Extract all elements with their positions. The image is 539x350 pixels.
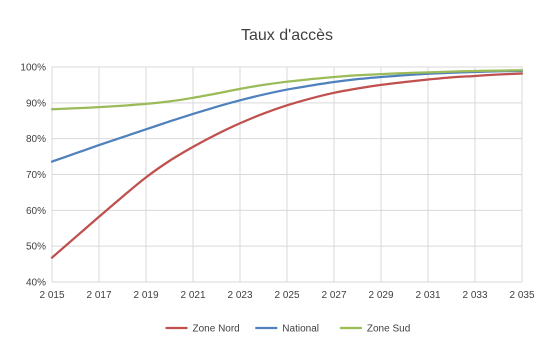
legend-label: National [282, 324, 319, 335]
y-tick-label: 100% [20, 63, 46, 74]
chart-title: Taux d'accès [241, 27, 333, 44]
y-tick-label: 80% [26, 134, 46, 145]
x-tick-label: 2 025 [274, 290, 299, 301]
y-tick-label: 90% [26, 98, 46, 109]
x-axis-ticks: 2 015 2 017 2 019 2 021 2 023 2 025 2 027 2 029… [39, 290, 534, 301]
x-tick-label: 2 019 [133, 290, 158, 301]
y-tick-label: 50% [26, 242, 46, 253]
y-tick-label: 40% [26, 278, 46, 289]
x-tick-label: 2 031 [415, 290, 440, 301]
x-tick-label: 2 023 [227, 290, 252, 301]
series-line-zone-nord [50, 72, 524, 259]
legend-label: Zone Nord [193, 324, 240, 335]
legend: Zone Nord National Zone Sud [165, 324, 410, 335]
series-line-national [50, 69, 524, 163]
y-tick-label: 70% [26, 170, 46, 181]
x-tick-label: 2 021 [180, 290, 205, 301]
x-tick-label: 2 027 [321, 290, 346, 301]
gridlines [51, 66, 523, 283]
series-lines [50, 69, 524, 259]
x-tick-label: 2 015 [39, 290, 64, 301]
x-tick-label: 2 029 [368, 290, 393, 301]
series-line-zone-sud [50, 69, 524, 111]
legend-label: Zone Sud [367, 324, 410, 335]
x-tick-label: 2 017 [86, 290, 111, 301]
y-tick-label: 60% [26, 206, 46, 217]
x-tick-label: 2 035 [509, 290, 534, 301]
x-tick-label: 2 033 [462, 290, 487, 301]
y-axis-ticks: 40% 50% 60% 70% 80% 90% 100% [20, 63, 46, 289]
